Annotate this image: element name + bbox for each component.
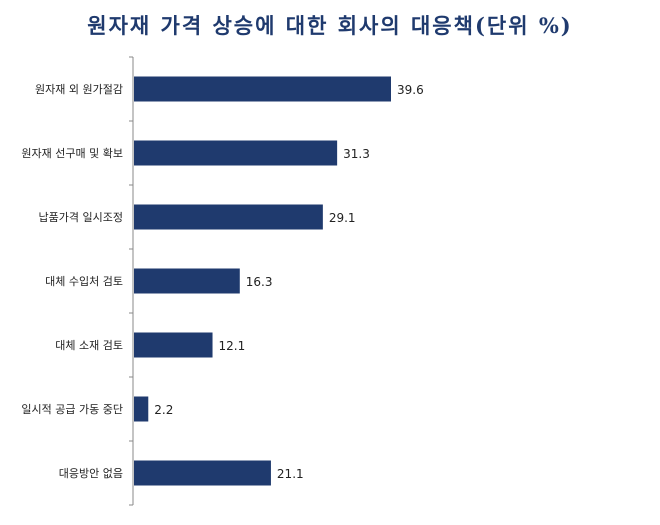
axis-layer	[129, 56, 134, 506]
category-label-5: 대체 소재 검토	[55, 339, 123, 352]
chart-title: 원자재 가격 상승에 대한 회사의 대응책(단위 %)	[87, 13, 573, 38]
value-label-6: 2.2	[154, 403, 173, 417]
bar-6	[134, 396, 149, 422]
bar-7	[134, 460, 271, 486]
labels-layer: 원자재 외 원가절감 39.6 원자재 선구매 및 확보 31.3 납품가격 일시조정 2…	[21, 83, 423, 481]
category-label-6: 일시적 공급 가동 중단	[21, 402, 123, 416]
bar-5	[134, 332, 213, 358]
value-label-5: 12.1	[219, 339, 246, 353]
bars-layer	[134, 76, 391, 486]
bar-1	[134, 76, 391, 102]
value-label-3: 29.1	[329, 211, 356, 225]
value-label-2: 31.3	[343, 147, 370, 161]
category-label-1: 원자재 외 원가절감	[35, 83, 123, 96]
value-label-4: 16.3	[246, 275, 273, 289]
bar-3	[134, 204, 323, 230]
category-label-4: 대체 수입처 검토	[45, 275, 123, 288]
value-label-7: 21.1	[277, 467, 304, 481]
bar-4	[134, 268, 240, 294]
category-label-2: 원자재 선구매 및 확보	[21, 147, 123, 160]
bar-2	[134, 140, 338, 166]
category-label-3: 납품가격 일시조정	[39, 210, 123, 224]
category-label-7: 대응방안 없음	[59, 467, 123, 480]
value-label-1: 39.6	[397, 83, 424, 97]
